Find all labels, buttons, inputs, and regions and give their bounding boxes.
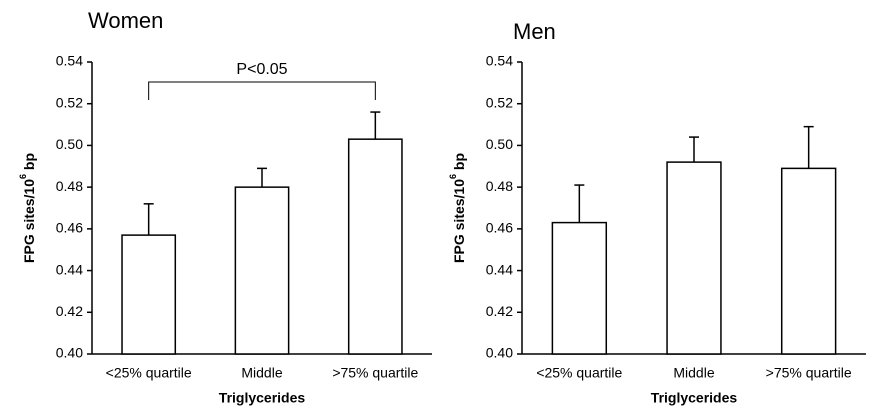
- y-tick-label: 0.46: [56, 220, 83, 236]
- y-axis-label-suffix: bp: [21, 153, 37, 174]
- x-tick-label: >75% quartile: [332, 365, 418, 381]
- y-tick-label: 0.40: [56, 345, 83, 361]
- y-tick-label: 0.54: [56, 53, 83, 69]
- chart-title: Men: [513, 19, 556, 44]
- y-axis-label: FPG sites/106 bp: [18, 153, 36, 263]
- y-axis-label-text: FPG sites/10: [451, 179, 467, 263]
- y-tick-label: 0.46: [486, 220, 513, 236]
- y-tick-label: 0.48: [56, 178, 83, 194]
- y-tick-label: 0.42: [56, 303, 83, 319]
- bar: [121, 234, 177, 355]
- y-tick-label: 0.52: [56, 94, 83, 110]
- y-tick-label: 0.50: [56, 136, 83, 152]
- chart-title: Women: [88, 8, 163, 33]
- y-axis-label: FPG sites/106 bp: [448, 153, 466, 263]
- bar: [551, 221, 608, 355]
- y-tick-label: 0.42: [486, 303, 513, 319]
- y-tick-label: 0.54: [486, 53, 513, 69]
- bar: [780, 167, 837, 355]
- y-axis-label-suffix: bp: [451, 153, 467, 174]
- y-axis-label-text: FPG sites/10: [21, 179, 37, 263]
- y-tick-label: 0.52: [486, 94, 513, 110]
- x-axis-label: Triglycerides: [651, 390, 738, 406]
- bar: [347, 138, 403, 355]
- significance-bracket: [148, 81, 376, 100]
- x-axis-label: Triglycerides: [219, 390, 306, 406]
- y-tick-label: 0.50: [486, 136, 513, 152]
- bar: [234, 186, 290, 355]
- annotation: P<0.05: [236, 61, 287, 78]
- x-tick-label: <25% quartile: [106, 365, 192, 381]
- x-tick-label: >75% quartile: [766, 365, 852, 381]
- x-tick-label: Middle: [241, 365, 282, 381]
- x-tick-label: <25% quartile: [536, 365, 622, 381]
- y-axis-label-sup: 6: [448, 174, 458, 179]
- y-tick-label: 0.48: [486, 178, 513, 194]
- y-tick-label: 0.44: [56, 261, 83, 277]
- bar: [666, 161, 722, 355]
- y-tick-label: 0.40: [486, 345, 513, 361]
- y-tick-label: 0.44: [486, 261, 513, 277]
- x-tick-label: Middle: [673, 365, 714, 381]
- y-axis-label-sup: 6: [18, 174, 28, 179]
